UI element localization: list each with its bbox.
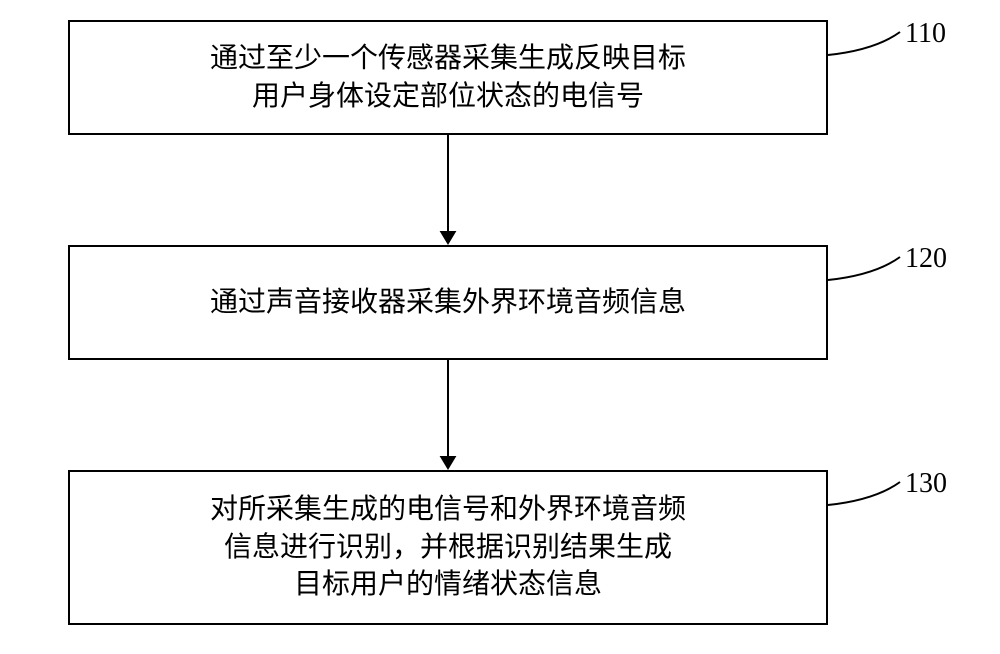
flow-node-text: 通过至少一个传感器采集生成反映目标 用户身体设定部位状态的电信号: [210, 40, 686, 116]
flow-node-step-120: 通过声音接收器采集外界环境音频信息: [68, 245, 828, 360]
flow-node-text: 对所采集生成的电信号和外界环境音频 信息进行识别，并根据识别结果生成 目标用户的…: [210, 491, 686, 604]
step-number-label: 130: [905, 468, 947, 500]
flow-node-text: 通过声音接收器采集外界环境音频信息: [210, 284, 686, 322]
flow-node-step-110: 通过至少一个传感器采集生成反映目标 用户身体设定部位状态的电信号: [68, 20, 828, 135]
flow-node-step-130: 对所采集生成的电信号和外界环境音频 信息进行识别，并根据识别结果生成 目标用户的…: [68, 470, 828, 625]
step-number-label: 110: [905, 18, 946, 50]
flowchart-canvas: 通过至少一个传感器采集生成反映目标 用户身体设定部位状态的电信号通过声音接收器采…: [0, 0, 1000, 654]
step-number-label: 120: [905, 243, 947, 275]
